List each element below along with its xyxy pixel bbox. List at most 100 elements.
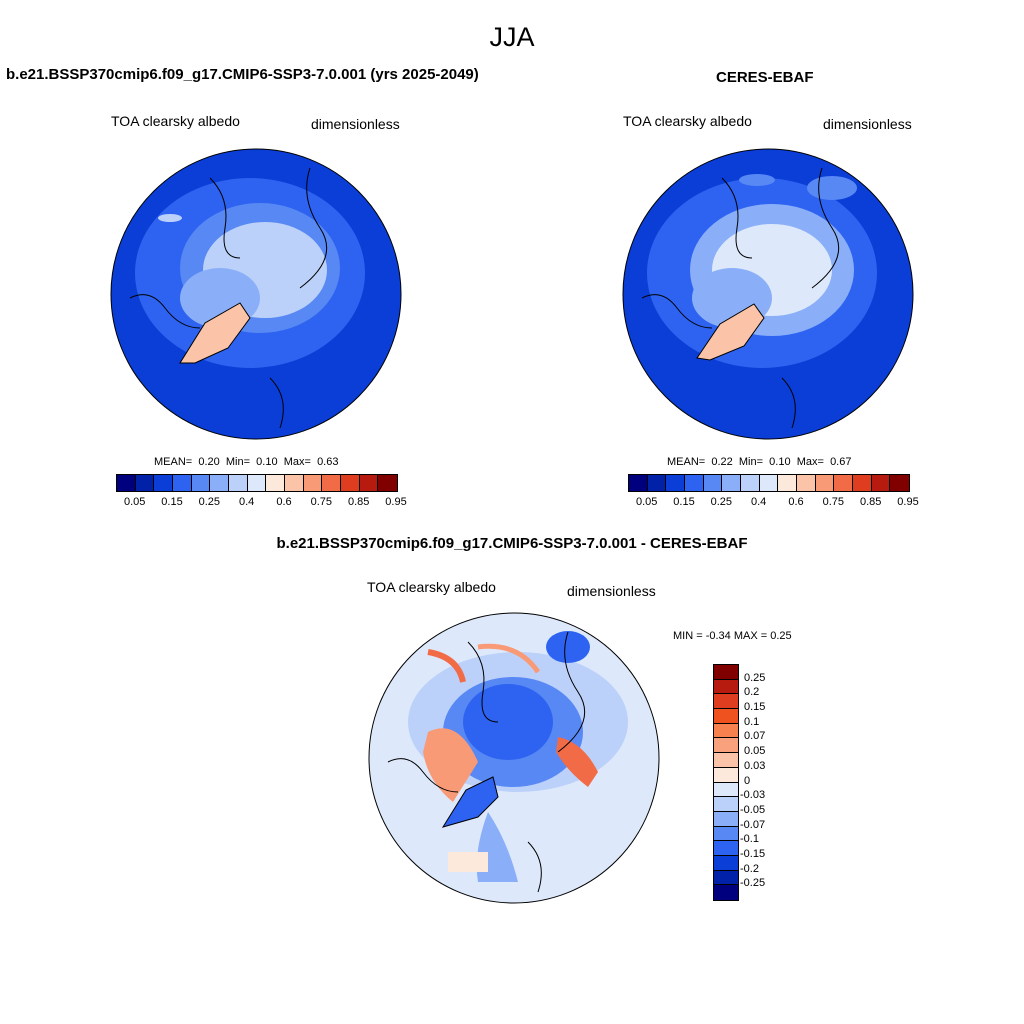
diff-colorbar xyxy=(713,664,739,901)
colorbar-tick-label: 0.03 xyxy=(744,759,766,772)
colorbar-swatch xyxy=(778,475,797,491)
colorbar-tick-label: -0.15 xyxy=(740,847,766,860)
colorbar-tick-label: 0.4 xyxy=(751,496,767,508)
colorbar-swatch xyxy=(714,841,738,856)
colorbar-swatch xyxy=(135,475,155,491)
mean-value: 0.20 xyxy=(198,456,220,468)
colorbar-tick-label: 0.85 xyxy=(859,496,882,508)
colorbar-swatch xyxy=(714,767,738,783)
colorbar-tick-label: -0.2 xyxy=(740,862,759,875)
max-label: Max= xyxy=(796,456,824,468)
colorbar-swatch xyxy=(759,475,779,491)
min-value: 0.10 xyxy=(769,456,791,468)
colorbar-swatch xyxy=(852,475,872,491)
colorbar-tick-label: 0.95 xyxy=(385,496,407,508)
colorbar-tick-label: 0.75 xyxy=(822,496,845,508)
colorbar-swatch xyxy=(117,475,136,491)
panel-obs-variable: TOA clearsky albedo xyxy=(623,113,752,129)
panel-obs-stats: MEAN= 0.22 Min= 0.10 Max= 0.67 xyxy=(667,456,851,468)
colorbar-swatch xyxy=(714,826,738,842)
colorbar-swatch xyxy=(629,475,648,491)
panel-obs-title: CERES-EBAF xyxy=(716,69,814,86)
max-label: Max= xyxy=(283,456,311,468)
colorbar-swatch xyxy=(714,723,738,739)
panel-obs-units: dimensionless xyxy=(823,116,912,132)
colorbar-swatch xyxy=(647,475,667,491)
panel-diff-minmax: MIN = -0.34 MAX = 0.25 xyxy=(673,630,792,642)
colorbar-tick-label: 0.25 xyxy=(198,496,221,508)
colorbar-swatch xyxy=(191,475,211,491)
max-value: 0.63 xyxy=(317,456,339,468)
colorbar-swatch xyxy=(666,475,685,491)
colorbar-swatch xyxy=(210,475,229,491)
colorbar-tick-label: 0.05 xyxy=(123,496,146,508)
colorbar-tick-label: 0.6 xyxy=(276,496,292,508)
colorbar-swatch xyxy=(890,475,909,491)
colorbar-swatch xyxy=(284,475,304,491)
colorbar-swatch xyxy=(714,885,738,900)
colorbar-tick-label: 0.4 xyxy=(239,496,255,508)
colorbar-tick-label: 0.25 xyxy=(710,496,733,508)
colorbar-tick-label: 0.15 xyxy=(744,701,766,714)
colorbar-tick-label: -0.25 xyxy=(740,877,766,890)
colorbar-tick-label: 0.25 xyxy=(744,671,766,684)
colorbar-swatch xyxy=(322,475,341,491)
colorbar-swatch xyxy=(714,694,738,710)
colorbar-swatch xyxy=(359,475,379,491)
max-value: 0.67 xyxy=(830,456,852,468)
colorbar-swatch xyxy=(714,665,738,680)
colorbar-swatch xyxy=(714,870,738,886)
panel-model-variable: TOA clearsky albedo xyxy=(111,113,240,129)
colorbar-tick-label: -0.03 xyxy=(740,789,766,802)
model-colorbar-labels: 0.05 0.15 0.25 0.4 0.6 0.75 0.85 0.95 xyxy=(116,496,407,510)
colorbar-swatch xyxy=(303,475,323,491)
colorbar-swatch xyxy=(714,782,738,798)
panel-diff-variable: TOA clearsky albedo xyxy=(367,579,496,595)
min-label: Min= xyxy=(738,456,764,468)
model-polar-map xyxy=(110,148,402,440)
colorbar-tick-label: 0.75 xyxy=(310,496,333,508)
colorbar-swatch xyxy=(714,855,738,871)
colorbar-tick-label: 0.07 xyxy=(744,730,766,743)
diff-colorbar-labels: 0.25 0.2 0.15 0.1 0.07 0.05 0.03 0 -0.03 -0.05 -0.… xyxy=(740,664,784,899)
colorbar-tick-label: -0.07 xyxy=(740,818,766,831)
colorbar-swatch xyxy=(714,738,738,754)
figure-season-title: JJA xyxy=(489,22,535,52)
min-value: 0.10 xyxy=(256,456,278,468)
colorbar-tick-label: 0.85 xyxy=(347,496,370,508)
mean-value: 0.22 xyxy=(711,456,733,468)
colorbar-tick-label: 0.1 xyxy=(744,715,760,728)
obs-colorbar xyxy=(628,474,910,492)
colorbar-swatch xyxy=(815,475,835,491)
colorbar-swatch xyxy=(714,709,738,724)
colorbar-tick-label: 0.2 xyxy=(744,686,760,699)
panel-model-units: dimensionless xyxy=(311,116,400,132)
mean-label: MEAN= xyxy=(154,456,193,468)
colorbar-swatch xyxy=(714,797,738,812)
colorbar-swatch xyxy=(871,475,891,491)
colorbar-swatch xyxy=(796,475,816,491)
panel-model-title: b.e21.BSSP370cmip6.f09_g17.CMIP6-SSP3-7.… xyxy=(6,66,479,83)
diff-polar-map xyxy=(368,612,660,904)
colorbar-tick-label: 0.95 xyxy=(897,496,919,508)
min-label: Min= xyxy=(225,456,251,468)
colorbar-swatch xyxy=(714,811,738,827)
colorbar-swatch xyxy=(714,679,738,695)
colorbar-swatch xyxy=(740,475,760,491)
colorbar-tick-label: 0.05 xyxy=(635,496,658,508)
panel-diff-units: dimensionless xyxy=(567,583,656,599)
colorbar-swatch xyxy=(722,475,741,491)
colorbar-swatch xyxy=(378,475,397,491)
mean-label: MEAN= xyxy=(667,456,706,468)
colorbar-tick-label: 0.15 xyxy=(673,496,695,508)
colorbar-swatch xyxy=(228,475,248,491)
colorbar-swatch xyxy=(154,475,173,491)
colorbar-swatch xyxy=(266,475,285,491)
colorbar-swatch xyxy=(247,475,267,491)
colorbar-tick-label: 0.15 xyxy=(161,496,183,508)
obs-polar-map xyxy=(622,148,914,440)
colorbar-swatch xyxy=(684,475,704,491)
panel-diff-title: b.e21.BSSP370cmip6.f09_g17.CMIP6-SSP3-7.… xyxy=(276,535,748,552)
colorbar-swatch xyxy=(172,475,192,491)
colorbar-tick-label: 0.05 xyxy=(744,745,766,758)
